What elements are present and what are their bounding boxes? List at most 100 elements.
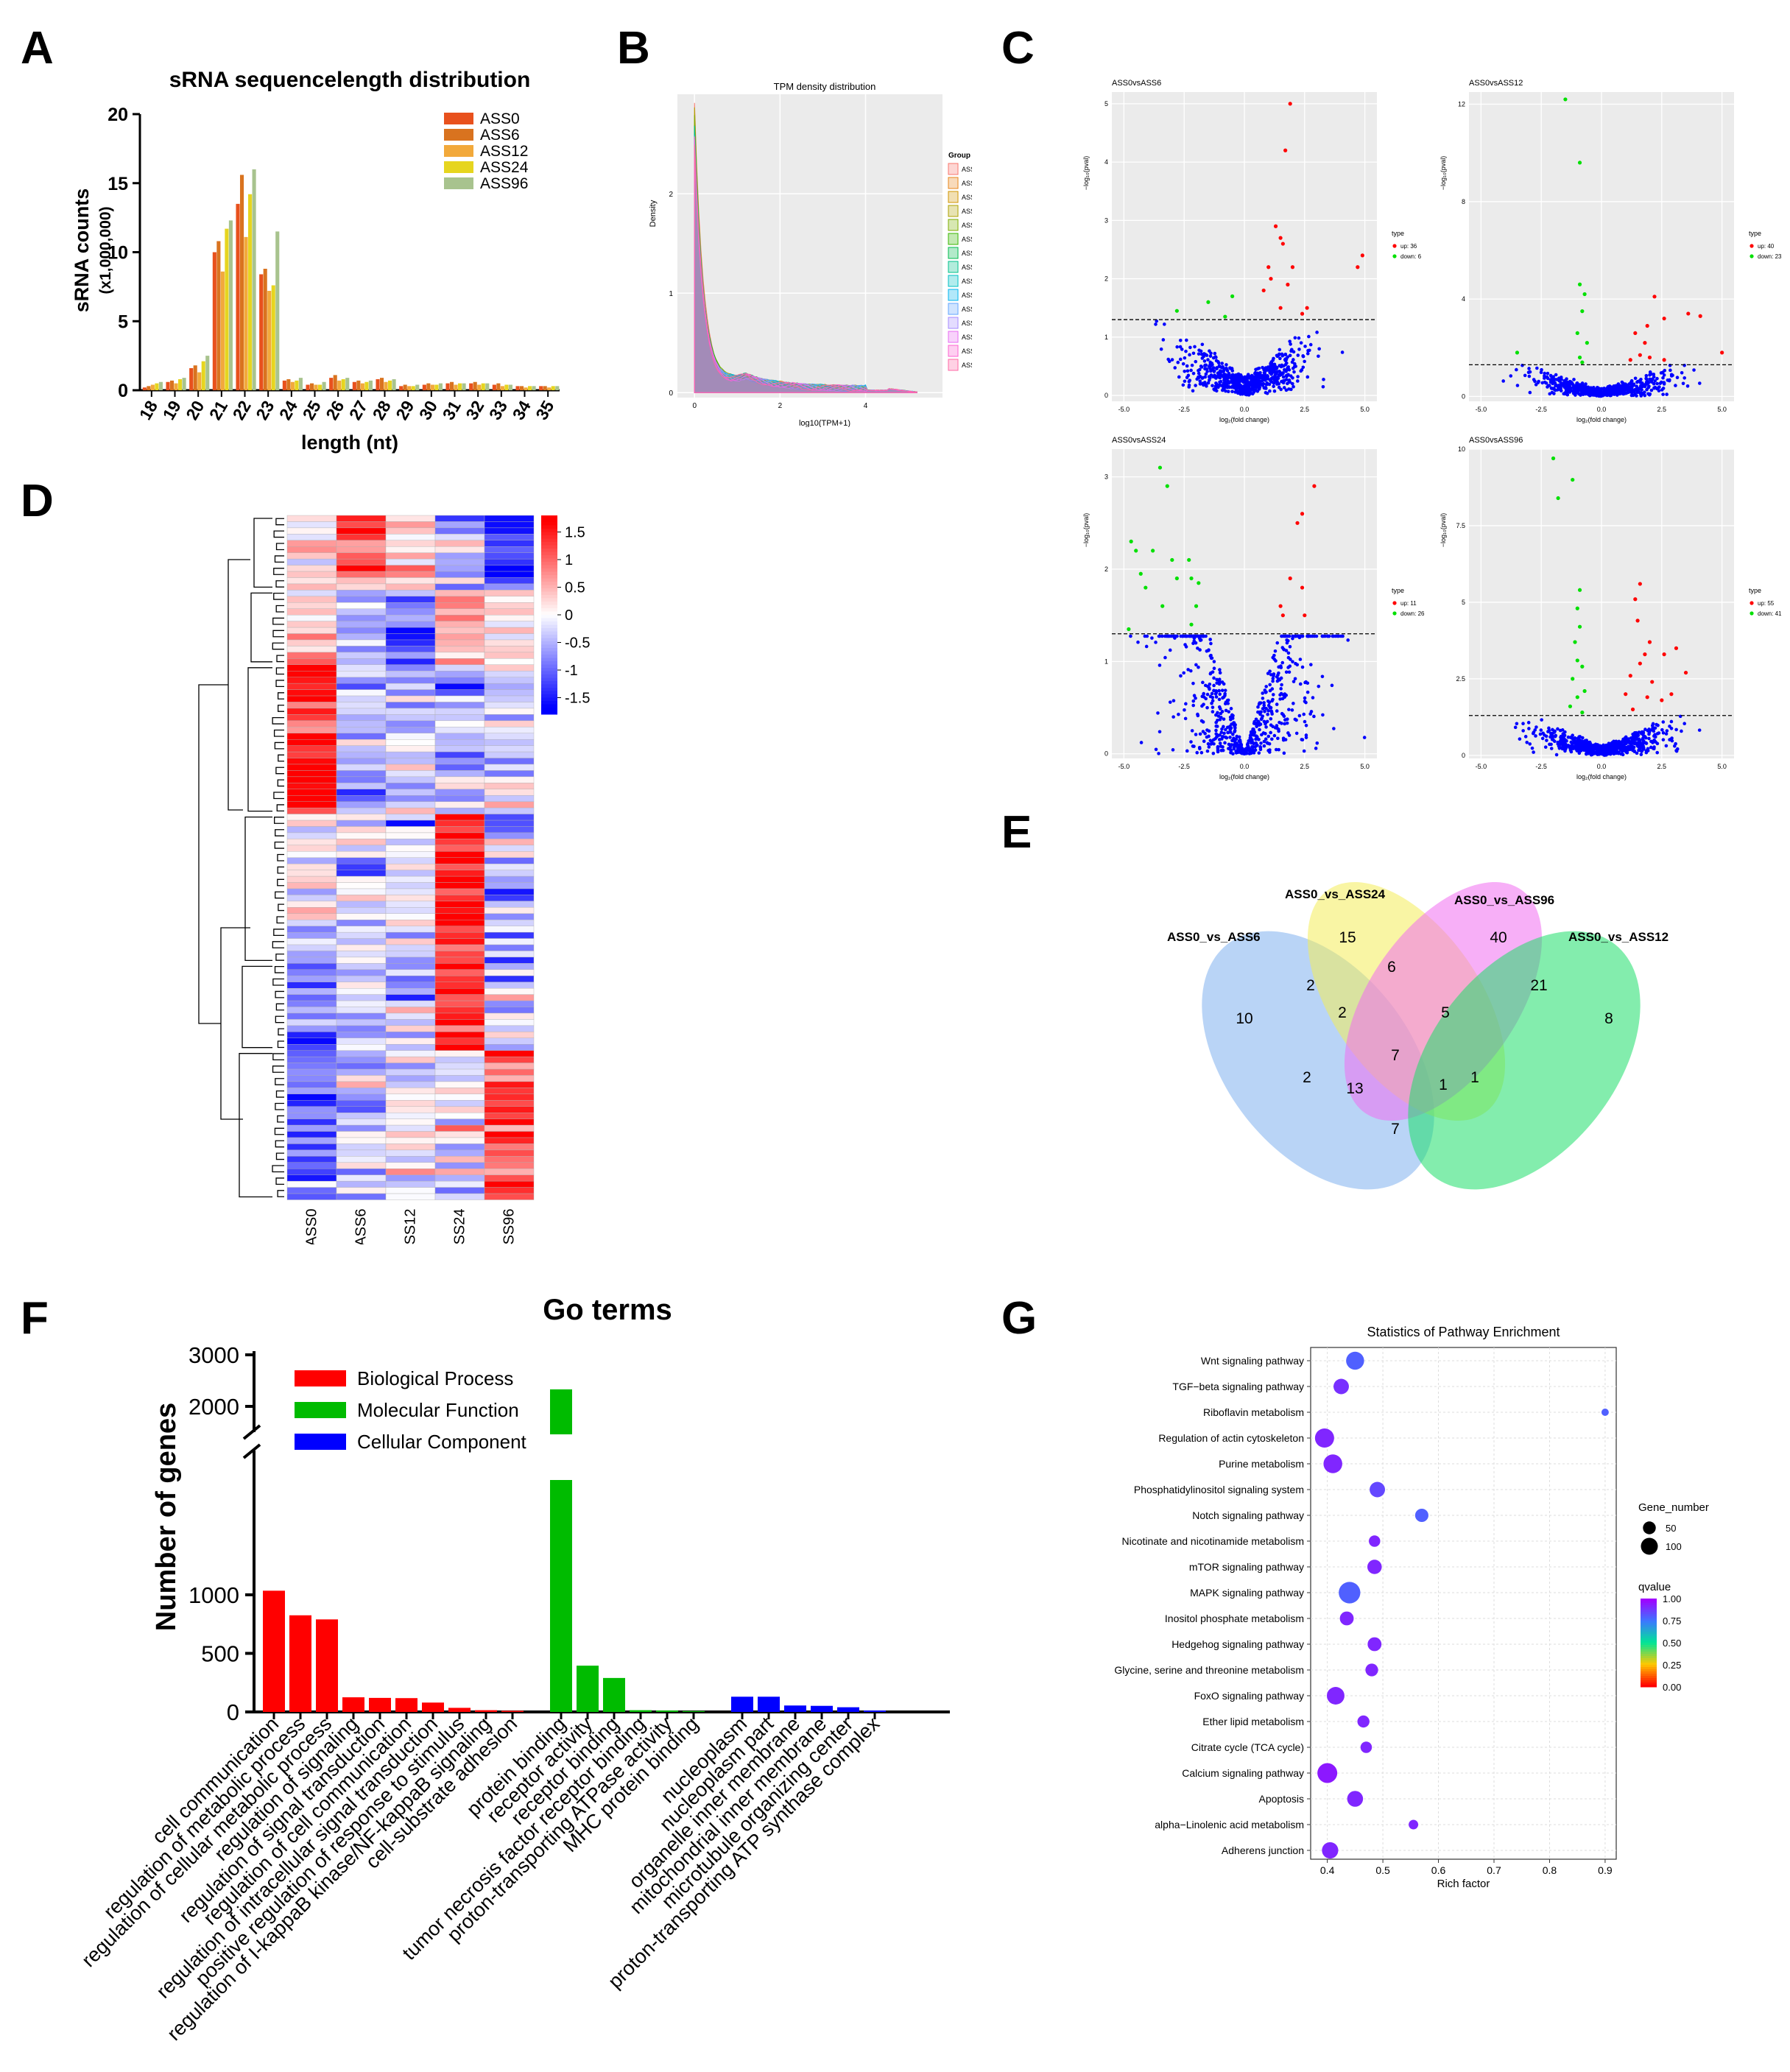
point-ns	[1261, 707, 1265, 711]
point-ns	[1552, 392, 1556, 395]
legend-label-down: down: 6	[1400, 253, 1422, 260]
point-down	[1577, 161, 1582, 165]
heatmap-cell	[484, 907, 535, 914]
point-ns	[1272, 672, 1276, 676]
colorbar-segment	[541, 558, 557, 563]
colorbar-segment	[541, 691, 557, 695]
heatmap-cell	[385, 1113, 436, 1119]
point-ns	[1254, 717, 1258, 722]
heatmap-cell	[336, 1187, 387, 1194]
heatmap-cell	[484, 1131, 535, 1138]
point-ns	[1258, 745, 1262, 749]
point-ns	[1217, 705, 1222, 709]
point-ns	[1572, 378, 1576, 381]
x-axis-label: length (nt)	[301, 431, 398, 454]
y-tick-label: 8	[1462, 198, 1465, 205]
x-tick-label: -2.5	[1535, 763, 1547, 770]
point-ns	[1231, 733, 1235, 736]
point-ns	[1261, 691, 1264, 695]
point-ns	[1527, 367, 1531, 370]
point-ns	[1178, 338, 1183, 342]
y-tick-label: 12	[1458, 101, 1465, 108]
colorbar-segment	[541, 684, 557, 688]
point-ns	[1230, 722, 1233, 726]
point-ns	[1197, 375, 1200, 379]
point-ns	[1682, 722, 1686, 726]
heatmap-cell	[434, 951, 485, 958]
heatmap-cell	[385, 733, 436, 740]
point-ns	[1283, 357, 1288, 361]
heatmap-cell	[484, 857, 535, 864]
heatmap-cell	[484, 1044, 535, 1051]
point-ns	[1536, 381, 1540, 384]
point-ns	[1552, 730, 1557, 734]
y-tick-label: 4	[1104, 158, 1108, 166]
point-ns	[1252, 751, 1256, 755]
point-ns	[1237, 735, 1241, 739]
point-down	[1582, 292, 1587, 297]
y-tick-label: 10	[108, 243, 128, 264]
heatmap-cell	[385, 671, 436, 677]
heatmap-cell	[336, 714, 387, 722]
heatmap-cell	[434, 745, 485, 753]
point-ns	[1620, 742, 1624, 747]
point-up	[1720, 350, 1724, 355]
heatmap-cell	[484, 926, 535, 933]
heatmap-cell	[484, 677, 535, 684]
point-ns	[1208, 354, 1213, 358]
colorbar-segment	[541, 555, 557, 559]
heatmap-cell	[484, 627, 535, 634]
heatmap-cell	[286, 720, 337, 727]
point-down	[1551, 456, 1556, 461]
point-down	[1582, 688, 1587, 694]
color-legend-segment	[1641, 1605, 1657, 1608]
heatmap-cell	[434, 1088, 485, 1095]
bar-ass0-30	[422, 384, 426, 390]
heatmap-cell	[336, 1180, 387, 1188]
bar-ass96-34	[532, 386, 536, 390]
point-ns	[1632, 736, 1637, 741]
point-ns	[1275, 379, 1279, 384]
point-ns	[1278, 356, 1282, 361]
x-tick-label: 32	[462, 398, 487, 423]
heatmap-cell	[484, 658, 535, 666]
heatmap-cell	[434, 956, 485, 964]
point-down	[1575, 658, 1579, 663]
color-legend-segment	[1641, 1685, 1657, 1688]
point-ns	[1297, 336, 1301, 340]
heatmap-cell	[336, 1193, 387, 1200]
point-ns	[1285, 641, 1289, 645]
x-tick-label: 5.0	[1360, 763, 1370, 770]
heatmap-cell	[484, 534, 535, 540]
heatmap-cell	[434, 1144, 485, 1151]
heatmap-cell	[286, 552, 337, 560]
point-ns	[1214, 689, 1218, 693]
bar-ass6-21	[216, 241, 221, 390]
point-ns	[1604, 388, 1608, 392]
legend-dot-up	[1750, 244, 1754, 248]
point-up	[1286, 282, 1290, 287]
heatmap-cell	[484, 895, 535, 902]
y-tick-label: 0	[669, 390, 673, 398]
bar-ass0-18	[142, 387, 147, 390]
pathway-label-adherens-junction: Adherens junction	[1222, 1844, 1304, 1856]
heatmap-cell	[286, 1169, 337, 1175]
point-ns	[1534, 734, 1537, 738]
point-ns	[1283, 722, 1286, 726]
point-ns	[1661, 392, 1665, 396]
heatmap-cell	[484, 708, 535, 715]
heatmap-cell	[434, 558, 485, 565]
legend-label-ass01: ASS01	[962, 166, 972, 173]
point-ns	[1306, 634, 1311, 638]
heatmap-cell	[385, 627, 436, 634]
heatmap-cell	[286, 907, 337, 914]
point-ns	[1682, 363, 1686, 367]
colorbar-segment	[541, 571, 557, 576]
heatmap-cell	[484, 577, 535, 585]
heatmap-cell	[434, 565, 485, 572]
point-ns	[1312, 634, 1317, 638]
point-ns	[1660, 370, 1665, 375]
heatmap-cell	[336, 695, 387, 702]
